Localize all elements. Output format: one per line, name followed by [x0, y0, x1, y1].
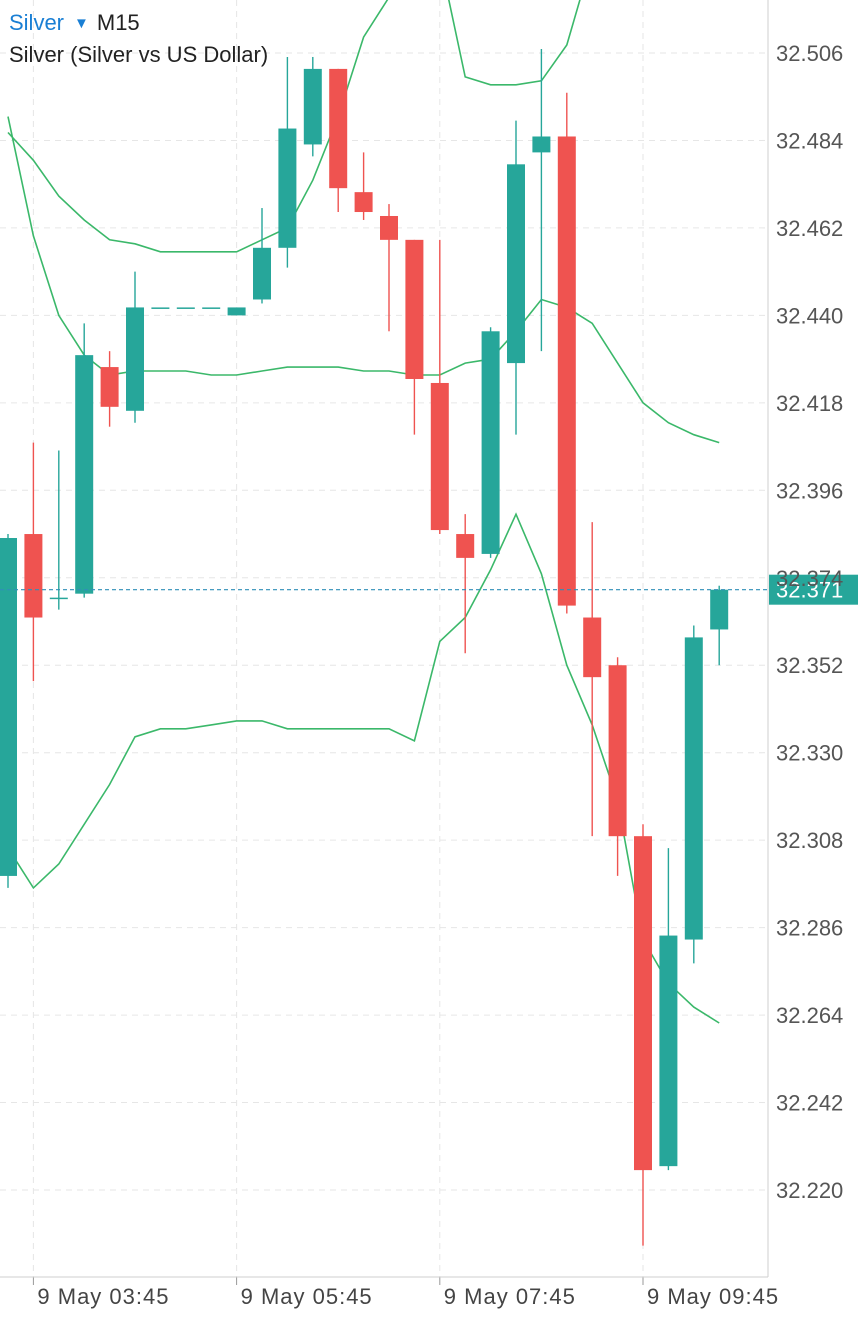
bearish-candle: [430, 239, 449, 535]
bullish-candle: [659, 848, 678, 1171]
lower-band-line: [7, 512, 720, 1024]
bearish-candle: [608, 657, 627, 876]
bullish-candle: [303, 56, 322, 157]
bullish-candle: [151, 307, 170, 309]
y-tick-label: 32.264: [776, 1003, 843, 1028]
upper-band-line: [7, 0, 581, 253]
y-tick-label: 32.462: [776, 216, 843, 241]
candle-body: [176, 307, 195, 309]
bullish-candle: [532, 49, 551, 352]
y-tick-label: 32.220: [776, 1178, 843, 1203]
y-tick-label: 32.308: [776, 828, 843, 853]
candle-body: [608, 665, 627, 837]
y-tick-label: 32.396: [776, 478, 843, 503]
candle-body: [532, 136, 551, 153]
candle-body: [227, 307, 246, 316]
x-tick-label: 9 May 09:45: [647, 1284, 779, 1309]
candle-body: [303, 68, 322, 145]
bearish-candle: [100, 351, 119, 427]
candle-body: [456, 534, 475, 558]
bullish-candle: [176, 307, 195, 309]
candle-body: [202, 307, 221, 309]
instrument-description: Silver (Silver vs US Dollar): [9, 42, 269, 67]
candle-body: [253, 247, 271, 300]
candle-body: [126, 307, 144, 411]
candle-body: [151, 307, 170, 309]
y-tick-label: 32.440: [776, 303, 843, 328]
bullish-candle: [75, 323, 94, 598]
bullish-candle: [0, 534, 17, 888]
symbol-selector[interactable]: Silver ▼ M15: [9, 10, 140, 36]
timeframe-label[interactable]: M15: [96, 10, 140, 35]
candle-body: [75, 355, 94, 594]
candle-body: [354, 192, 373, 213]
y-tick-label: 32.506: [776, 41, 843, 66]
bearish-candle: [24, 442, 43, 682]
bearish-candle: [354, 152, 373, 220]
bullish-candle: [202, 307, 221, 309]
y-tick-label: 32.484: [776, 128, 843, 153]
candle-body: [507, 164, 525, 364]
candle-body: [100, 367, 119, 407]
x-tick-label: 9 May 05:45: [241, 1284, 373, 1309]
y-tick-label: 32.374: [776, 566, 843, 591]
x-tick-label: 9 May 07:45: [444, 1284, 576, 1309]
candles: [0, 49, 729, 1246]
bearish-candle: [634, 824, 652, 1246]
bullish-candle: [227, 307, 246, 316]
y-tick-label: 32.286: [776, 916, 843, 941]
current-price-line: 32.371: [0, 574, 858, 605]
candle-body: [557, 136, 576, 606]
candle-body: [329, 68, 348, 189]
candle-body: [583, 617, 602, 678]
candle-body: [49, 597, 68, 600]
x-tick-label: 9 May 03:45: [37, 1284, 169, 1309]
candle-body: [710, 589, 729, 630]
bearish-candle: [456, 514, 475, 654]
bearish-candle: [329, 68, 348, 213]
bullish-candle: [126, 271, 144, 423]
bearish-candle: [380, 204, 398, 332]
candle-body: [481, 331, 500, 554]
candle-body: [430, 382, 449, 531]
bullish-candle: [507, 120, 525, 435]
bullish-candle: [710, 585, 729, 666]
symbol-name[interactable]: Silver: [9, 10, 65, 35]
candle-body: [380, 215, 398, 240]
bearish-candle: [583, 522, 602, 837]
bullish-candle: [253, 208, 271, 304]
candle-body: [634, 836, 652, 1171]
y-tick-label: 32.418: [776, 391, 843, 416]
current-price-tag: [769, 574, 858, 605]
grid: [0, 0, 768, 1277]
y-tick-label: 32.330: [776, 741, 843, 766]
current-price-label: 32.371: [776, 578, 843, 603]
candle-body: [0, 538, 17, 876]
candle-body: [24, 534, 43, 618]
bearish-candle: [405, 239, 424, 435]
bullish-candle: [49, 450, 68, 610]
bullish-candle: [481, 327, 500, 558]
candle-body: [405, 239, 424, 379]
bullish-candle: [278, 56, 297, 268]
candle-body: [684, 637, 703, 940]
y-tick-label: 32.352: [776, 653, 843, 678]
bearish-candle: [557, 92, 576, 614]
candle-body: [659, 935, 678, 1167]
chevron-down-icon[interactable]: ▼: [74, 14, 89, 32]
candle-body: [278, 128, 297, 248]
bullish-candle: [684, 625, 703, 964]
axes: 32.220 32.242 32.264 32.286 32.308 32.330 32.3…: [0, 0, 843, 1309]
y-tick-label: 32.242: [776, 1091, 843, 1116]
